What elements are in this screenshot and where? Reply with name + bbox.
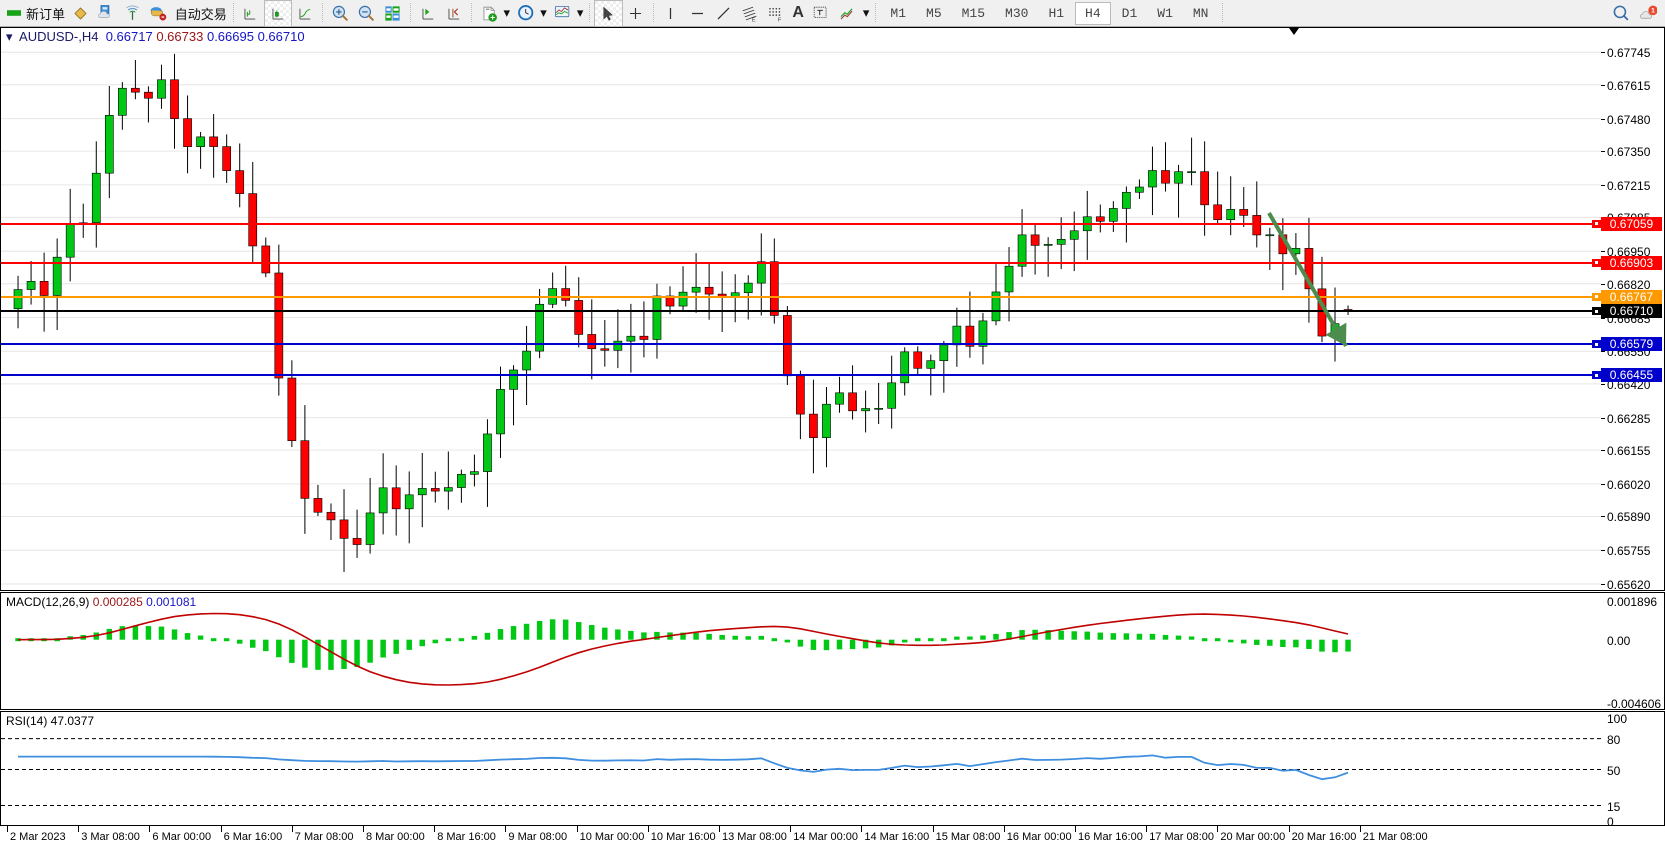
svg-text:E: E: [752, 17, 756, 23]
svg-text:F: F: [778, 17, 782, 23]
svg-text:1: 1: [1652, 7, 1656, 14]
